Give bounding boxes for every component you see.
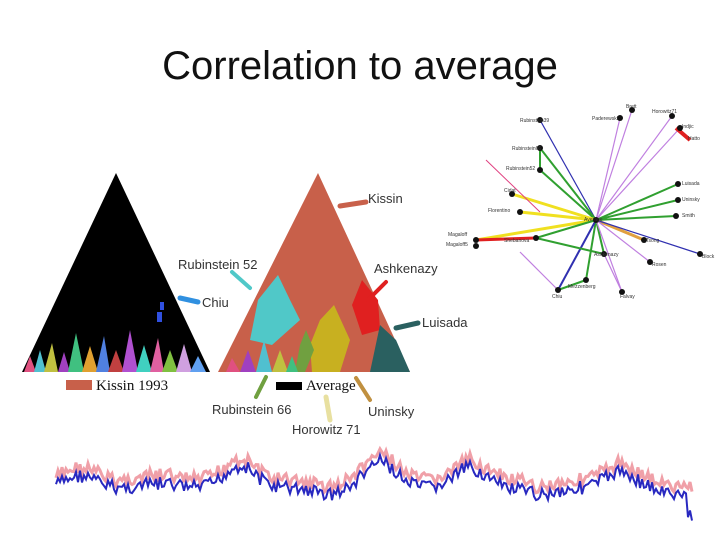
correlation-network: Rubinstein39 Paderewski Brett Horowitz71… xyxy=(446,104,715,300)
label-ashkenazy: Ashkenazy xyxy=(374,261,438,276)
legend-kissin-label: Kissin 1993 xyxy=(96,378,168,394)
net-node-magaloff5: Magaloff5 xyxy=(446,242,468,248)
luisada-region xyxy=(370,325,410,372)
rubinstein52-region xyxy=(250,275,300,345)
net-node-rubinstein66: Rubinstein66 xyxy=(512,146,541,152)
label-luisada: Luisada xyxy=(422,315,468,330)
net-node-luisada: Luisada xyxy=(682,181,700,187)
series-average-line xyxy=(55,451,693,521)
net-node-ashkenazy: Ashkenazy xyxy=(594,252,619,258)
average-triangle: Average xyxy=(218,170,413,394)
net-node-smith: Smith xyxy=(682,213,695,219)
left-triangle-body xyxy=(22,173,210,372)
triangle-annotations: Kissin Rubinstein 52 Ashkenazy Chiu Luis… xyxy=(177,191,468,437)
net-node-indjic: Indjic xyxy=(682,124,694,130)
label-uninsky: Uninsky xyxy=(368,404,415,419)
horowitz71-region xyxy=(310,305,350,372)
correlation-timeseries xyxy=(54,445,694,521)
net-node-rosen: Rosen xyxy=(652,262,667,268)
left-triangle-fringe xyxy=(24,302,206,372)
net-node-magaloff: Magaloff xyxy=(448,232,468,238)
net-node-horowitz71: Horowitz71 xyxy=(652,109,677,115)
net-node-falvay: Falvay xyxy=(620,294,635,300)
net-node-cidat: Cidat xyxy=(504,188,516,194)
net-node-shebanova: Shebanova xyxy=(504,238,530,244)
slide-title: Correlation to average xyxy=(162,44,558,88)
net-node-rubinstein39: Rubinstein39 xyxy=(520,118,549,124)
legend-kissin-swatch xyxy=(66,380,92,390)
label-rubinstein52: Rubinstein 52 xyxy=(178,257,258,272)
label-kissin: Kissin xyxy=(368,191,403,206)
net-node-brett: Brett xyxy=(626,104,637,110)
kissin-triangle: Kissin 1993 xyxy=(20,170,210,394)
rubinstein66-region xyxy=(295,330,314,372)
legend-average-swatch xyxy=(276,382,302,390)
net-node-rubinstein52: Rubinstein52 xyxy=(506,166,535,172)
label-horowitz71: Horowitz 71 xyxy=(292,422,361,437)
net-node-florentino: Florentino xyxy=(488,208,510,214)
label-rubinstein66: Rubinstein 66 xyxy=(212,402,292,417)
net-node-paderewski: Paderewski xyxy=(592,116,618,122)
net-node-uninsky: Uninsky xyxy=(682,197,700,203)
series-kissin-line xyxy=(54,445,694,496)
net-node-mezzenberg: Mezzenberg xyxy=(568,284,596,290)
net-node-tsong: Tsong xyxy=(646,238,660,244)
net-node-hatto: Hatto xyxy=(688,136,700,142)
legend-average-label: Average xyxy=(306,378,356,394)
net-node-block: Block xyxy=(702,254,715,260)
net-node-chiu: Chiu xyxy=(552,294,563,300)
net-node-average: Average xyxy=(584,217,603,223)
label-chiu: Chiu xyxy=(202,295,229,310)
